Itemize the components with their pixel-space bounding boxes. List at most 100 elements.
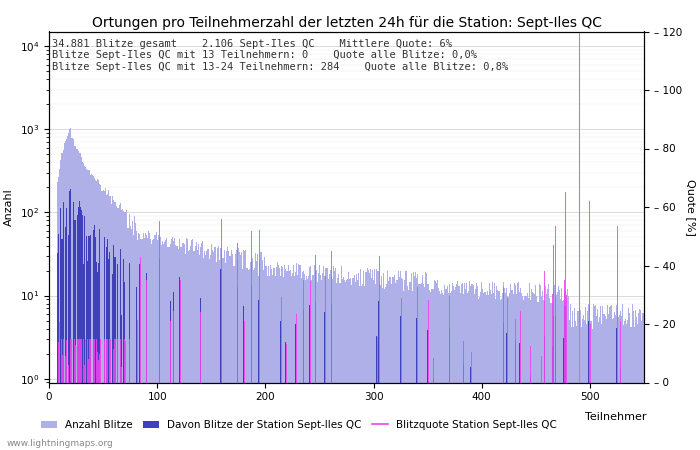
Bar — [123, 211, 124, 450]
Bar — [405, 271, 407, 450]
Bar — [438, 288, 439, 450]
Bar — [195, 243, 197, 450]
Bar — [506, 288, 507, 450]
Bar — [567, 289, 568, 450]
Bar — [162, 241, 163, 450]
Bar — [491, 293, 492, 450]
Bar — [84, 216, 85, 450]
Bar — [109, 196, 110, 450]
Y-axis label: Anzahl: Anzahl — [4, 188, 14, 226]
Bar — [440, 294, 441, 450]
Bar — [631, 304, 633, 450]
Bar — [288, 271, 290, 450]
Bar — [240, 256, 241, 450]
Bar — [336, 284, 337, 450]
Bar — [88, 170, 90, 450]
Bar — [493, 293, 494, 450]
Bar — [83, 163, 84, 450]
Bar — [167, 247, 169, 450]
Bar — [588, 304, 589, 450]
Bar — [451, 291, 452, 450]
Bar — [223, 257, 224, 450]
Bar — [578, 310, 579, 450]
Bar — [611, 305, 612, 450]
Bar — [74, 220, 76, 450]
Bar — [60, 207, 62, 450]
Bar — [514, 340, 516, 450]
Bar — [407, 290, 409, 450]
Bar — [222, 258, 223, 450]
Bar — [204, 251, 205, 450]
Bar — [359, 286, 360, 450]
Bar — [201, 243, 202, 450]
Bar — [514, 285, 516, 450]
Bar — [57, 253, 58, 450]
Bar — [93, 230, 94, 450]
Bar — [555, 316, 556, 450]
Bar — [460, 293, 461, 450]
Bar — [169, 244, 171, 450]
Bar — [473, 285, 474, 450]
Bar — [123, 259, 124, 450]
Bar — [470, 286, 472, 450]
Bar — [248, 269, 250, 450]
Bar — [104, 237, 105, 450]
Bar — [566, 299, 567, 450]
Bar — [213, 252, 214, 450]
Bar — [498, 291, 500, 450]
Bar — [64, 141, 66, 450]
Bar — [165, 240, 167, 450]
Bar — [169, 301, 171, 450]
Bar — [229, 256, 230, 450]
Bar — [522, 296, 524, 450]
Bar — [388, 281, 389, 450]
Bar — [309, 267, 310, 450]
Bar — [412, 292, 413, 450]
Bar — [393, 275, 395, 450]
Bar — [314, 271, 316, 450]
Bar — [231, 250, 232, 450]
Bar — [216, 262, 217, 450]
Bar — [111, 204, 112, 450]
Bar — [176, 246, 177, 450]
Bar — [395, 280, 397, 450]
Bar — [66, 139, 67, 450]
Bar — [78, 207, 79, 450]
Bar — [326, 268, 328, 450]
Legend: Anzahl Blitze, Davon Blitze der Station Sept-Iles QC, Blitzquote Station Sept-Il: Anzahl Blitze, Davon Blitze der Station … — [37, 416, 561, 434]
Bar — [99, 184, 100, 450]
Bar — [220, 269, 222, 450]
Bar — [597, 309, 598, 450]
Bar — [321, 280, 322, 450]
Bar — [381, 275, 382, 450]
Bar — [146, 273, 147, 450]
Bar — [94, 178, 95, 450]
Bar — [557, 292, 558, 450]
Bar — [560, 298, 561, 450]
Bar — [68, 235, 69, 450]
Bar — [278, 265, 279, 450]
Bar — [57, 182, 58, 450]
Bar — [284, 265, 286, 450]
Bar — [276, 262, 278, 450]
Bar — [219, 260, 220, 450]
Bar — [450, 292, 451, 450]
Bar — [439, 291, 440, 450]
Bar — [417, 274, 419, 450]
Bar — [375, 284, 377, 450]
Bar — [309, 305, 310, 450]
Bar — [428, 284, 429, 450]
Bar — [419, 284, 421, 450]
Bar — [102, 191, 103, 450]
Bar — [445, 289, 447, 450]
Bar — [308, 276, 309, 450]
Bar — [331, 275, 332, 450]
Bar — [86, 236, 88, 450]
Bar — [174, 238, 175, 450]
Bar — [150, 239, 151, 450]
Bar — [615, 315, 617, 450]
Bar — [258, 276, 260, 450]
Bar — [382, 288, 383, 450]
Bar — [177, 246, 178, 450]
Bar — [424, 287, 425, 450]
